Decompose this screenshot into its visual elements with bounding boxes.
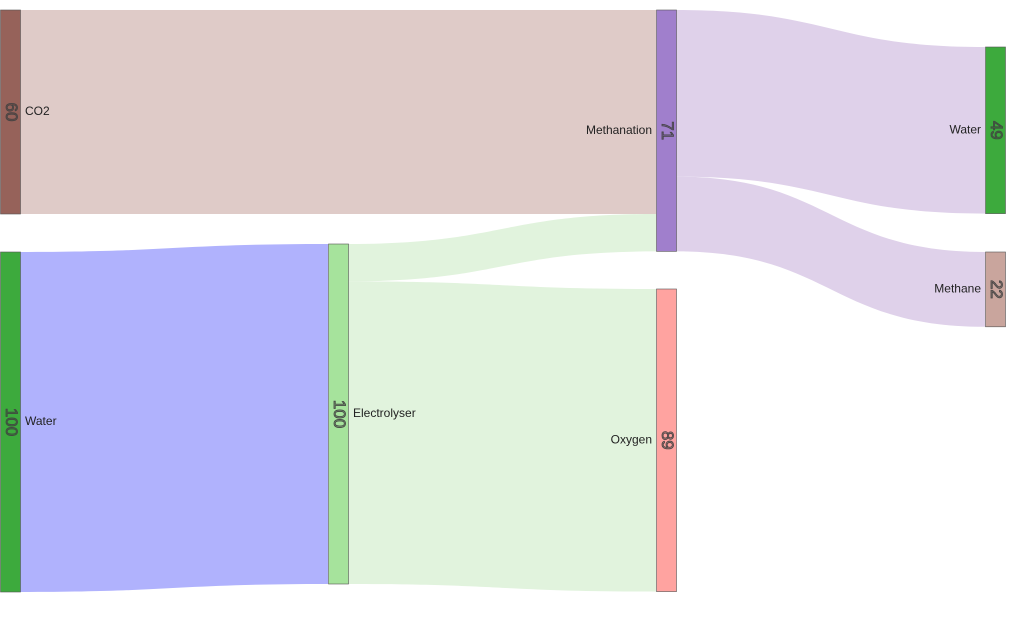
- node: [985, 46, 1006, 214]
- node: [0, 9, 21, 215]
- node: [0, 251, 21, 593]
- node-label: Oxygen: [611, 432, 652, 446]
- node-value: 100: [330, 400, 349, 428]
- node-label: Electrolyser: [353, 406, 416, 420]
- node-label: Water: [949, 122, 981, 136]
- node-value: 22: [987, 280, 1006, 299]
- node: [656, 9, 677, 252]
- node: [985, 251, 1006, 328]
- link: [676, 10, 985, 214]
- node-value: 49: [987, 121, 1006, 140]
- node-value: 100: [2, 408, 21, 436]
- link: [348, 281, 656, 592]
- node: [328, 243, 349, 585]
- node: [656, 288, 677, 592]
- link: [20, 10, 656, 214]
- link: [20, 244, 328, 592]
- node-value: 60: [2, 103, 21, 122]
- node-label: CO2: [25, 104, 50, 118]
- node-label: Methane: [934, 282, 981, 296]
- node-label: Methanation: [586, 123, 652, 137]
- link: [348, 214, 656, 282]
- node-label: Water: [25, 414, 57, 428]
- node-value: 71: [658, 121, 677, 140]
- node-value: 89: [658, 431, 677, 450]
- link: [676, 176, 985, 327]
